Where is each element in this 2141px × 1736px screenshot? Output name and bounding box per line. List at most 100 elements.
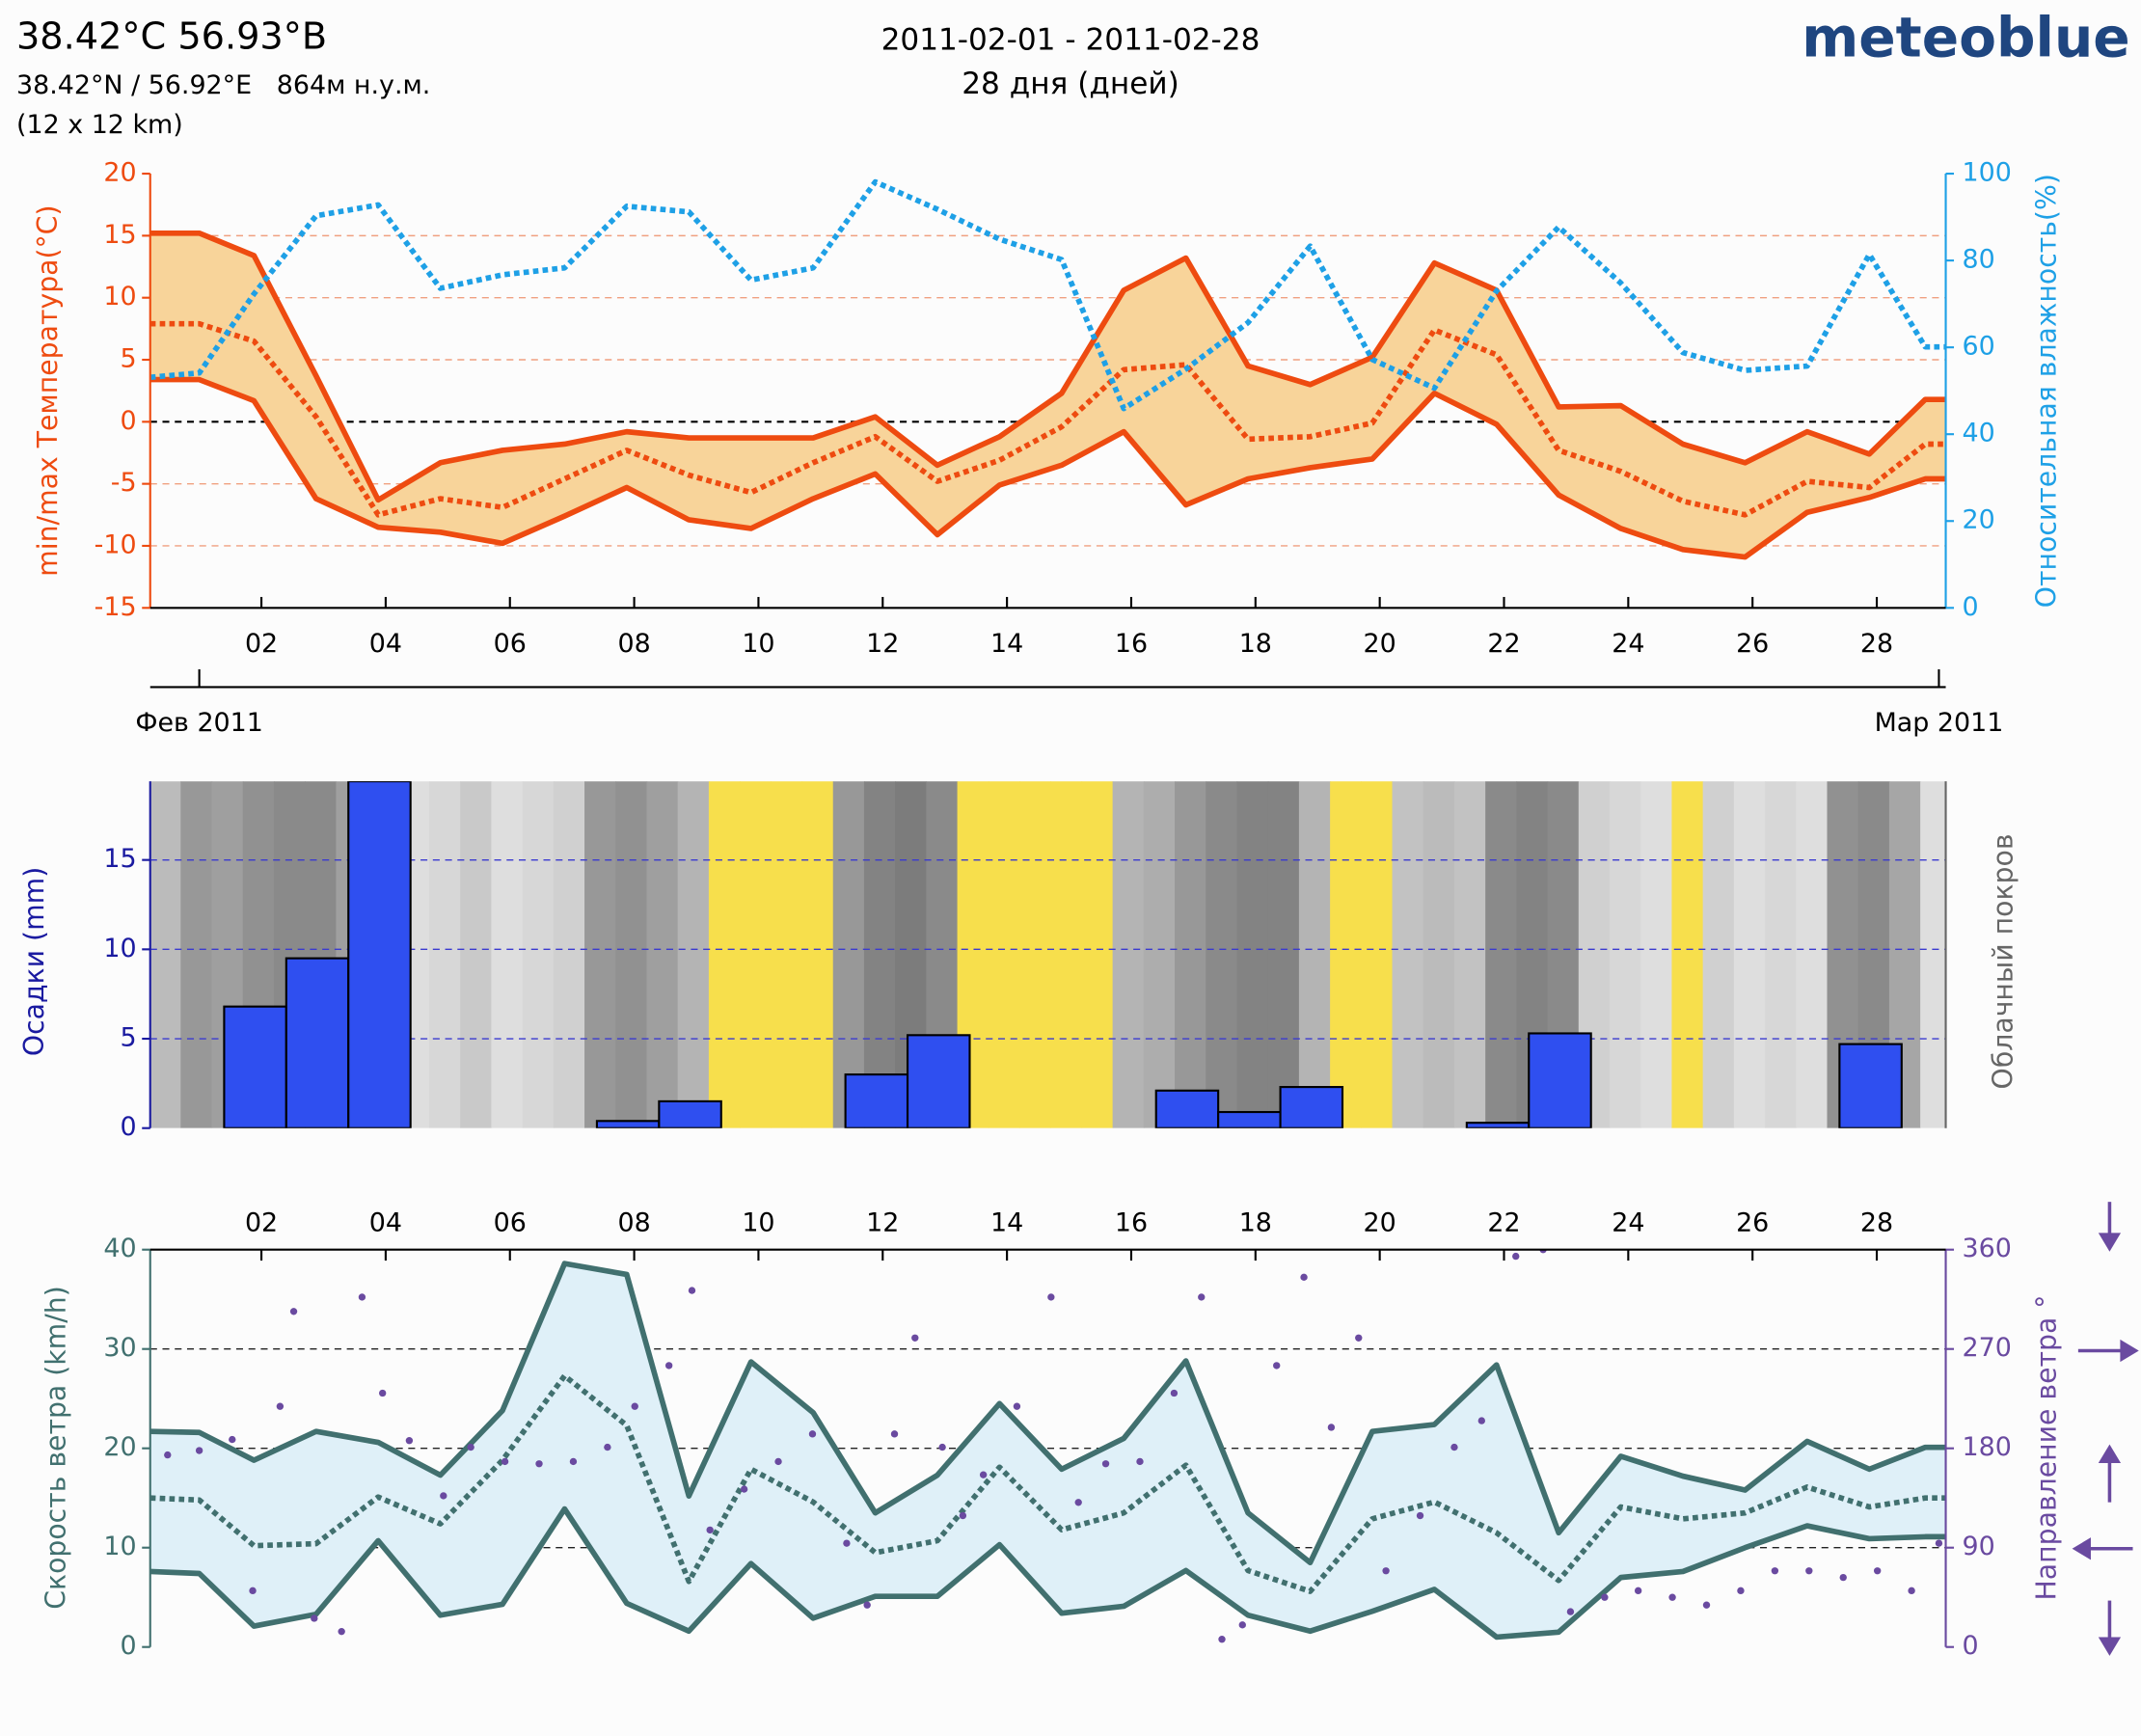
y-tick-label: 20 (103, 158, 136, 188)
y-tick-label: 15 (103, 844, 136, 874)
wind-direction-point (1477, 1417, 1485, 1424)
wind-direction-point (979, 1471, 988, 1478)
y-axis-label: min/max Температура(°C) (32, 205, 64, 577)
wind-direction-point (1873, 1567, 1882, 1575)
wind-direction-point (164, 1451, 172, 1459)
y-tick-label: 10 (103, 1532, 136, 1561)
wind-direction-point (1512, 1252, 1520, 1261)
x-tick-label: 12 (866, 629, 899, 659)
wind-direction-point (378, 1389, 387, 1397)
x-tick-label: 20 (1364, 629, 1396, 659)
wind-direction-point (1382, 1567, 1390, 1575)
wind-direction-point (938, 1443, 946, 1451)
wind-direction-point (1170, 1389, 1179, 1397)
cloud-cover (149, 781, 182, 1128)
wind-direction-point (467, 1443, 474, 1451)
wind-direction-point (631, 1402, 638, 1410)
wind-direction-point (1450, 1443, 1458, 1451)
wind-direction-point (664, 1362, 673, 1370)
cloud-cover (771, 781, 803, 1128)
cloud-cover (677, 781, 710, 1128)
cloud-cover (1671, 781, 1704, 1128)
wind-direction-point (1273, 1362, 1281, 1370)
wind-direction-point (843, 1539, 851, 1547)
wind-direction-point (1839, 1573, 1847, 1582)
cloud-cover (491, 781, 524, 1128)
y-tick-label: 0 (120, 1631, 136, 1661)
wind-direction-point (1327, 1424, 1336, 1431)
cloud-cover (646, 781, 679, 1128)
cloud-cover (615, 781, 648, 1128)
plot-area (149, 1249, 1946, 1643)
cloud-cover (1206, 781, 1238, 1128)
y2-tick-label: 360 (1963, 1234, 2012, 1263)
x-tick-label: 16 (1115, 629, 1148, 659)
wind-direction-point (569, 1457, 578, 1466)
y2-tick-label: 180 (1963, 1432, 2012, 1462)
cloud-cover (1112, 781, 1145, 1128)
x-tick-label: 12 (866, 1207, 899, 1237)
wind-direction-legend (2072, 1202, 2139, 1656)
y-tick-label: -15 (95, 592, 137, 622)
y2-tick-label: 80 (1963, 245, 1995, 275)
wind-direction-point (276, 1402, 285, 1410)
precipitation-bar (1838, 1043, 1903, 1128)
period: 2011-02-01 - 2011-02-28 (881, 23, 1260, 58)
location-title: 38.42°C 56.93°B (16, 15, 327, 58)
x-tick-label: 14 (990, 629, 1023, 659)
y-tick-label: 30 (103, 1333, 136, 1363)
wind-direction-point (1935, 1539, 1943, 1547)
x-tick-label: 04 (369, 1207, 402, 1237)
wind-direction-point (1300, 1273, 1308, 1282)
wind-direction-point (1198, 1293, 1206, 1301)
line (149, 1505, 1946, 1641)
mean-line (149, 1372, 1946, 1594)
y-tick-label: 10 (103, 934, 136, 963)
precipitation-bar (285, 957, 350, 1128)
cloud-cover (1920, 781, 1946, 1128)
cloud-cover (1453, 781, 1486, 1128)
x-tick-label: 08 (617, 1207, 650, 1237)
precipitation-bar (658, 1099, 722, 1128)
wind-direction-point (195, 1447, 203, 1454)
brand: meteoblue (1802, 6, 2129, 69)
x-tick-label: 10 (742, 629, 774, 659)
x-tick-label: 24 (1612, 629, 1644, 659)
duration: 28 дня (дней) (962, 67, 1179, 101)
line (149, 376, 1946, 560)
wind-direction-point (1805, 1567, 1813, 1575)
cloud-cover (1392, 781, 1424, 1128)
y-tick-label: 10 (103, 282, 136, 312)
line (149, 230, 1946, 503)
wind-direction-point (863, 1601, 871, 1609)
wind-direction-point (1908, 1587, 1915, 1595)
month-label: Фев 2011 (135, 708, 263, 738)
wind-direction-point (1566, 1608, 1575, 1615)
wind-direction-point (1355, 1334, 1363, 1342)
wind-direction-point (740, 1485, 748, 1493)
cloud-cover (1610, 781, 1641, 1128)
wind-direction-point (604, 1443, 611, 1451)
y2-tick-label: 270 (1963, 1333, 2012, 1363)
wind-direction-point (1136, 1457, 1144, 1466)
y-tick-label: 5 (120, 1023, 136, 1053)
cloud-cover (708, 781, 741, 1128)
x-tick-label: 22 (1487, 1207, 1520, 1237)
wind-direction-point (1668, 1593, 1676, 1601)
y2-tick-label: 0 (1963, 1631, 1979, 1661)
precipitation-bar (1217, 1110, 1282, 1128)
x-tick-label: 02 (245, 1207, 278, 1237)
x-tick-label: 06 (494, 1207, 527, 1237)
cloud-cover (1236, 781, 1269, 1128)
x-tick-label: 20 (1364, 1207, 1396, 1237)
coordinates: 38.42°N / 56.92°E 864м н.у.м. (16, 70, 430, 100)
y-tick-label: 40 (103, 1234, 136, 1263)
x-tick-label: 14 (990, 1207, 1023, 1237)
cloud-cover (1702, 781, 1735, 1128)
cloud-cover (1796, 781, 1829, 1128)
plot-area (149, 178, 1946, 560)
wind-direction-point (911, 1334, 919, 1342)
wind-direction-point (808, 1430, 817, 1438)
